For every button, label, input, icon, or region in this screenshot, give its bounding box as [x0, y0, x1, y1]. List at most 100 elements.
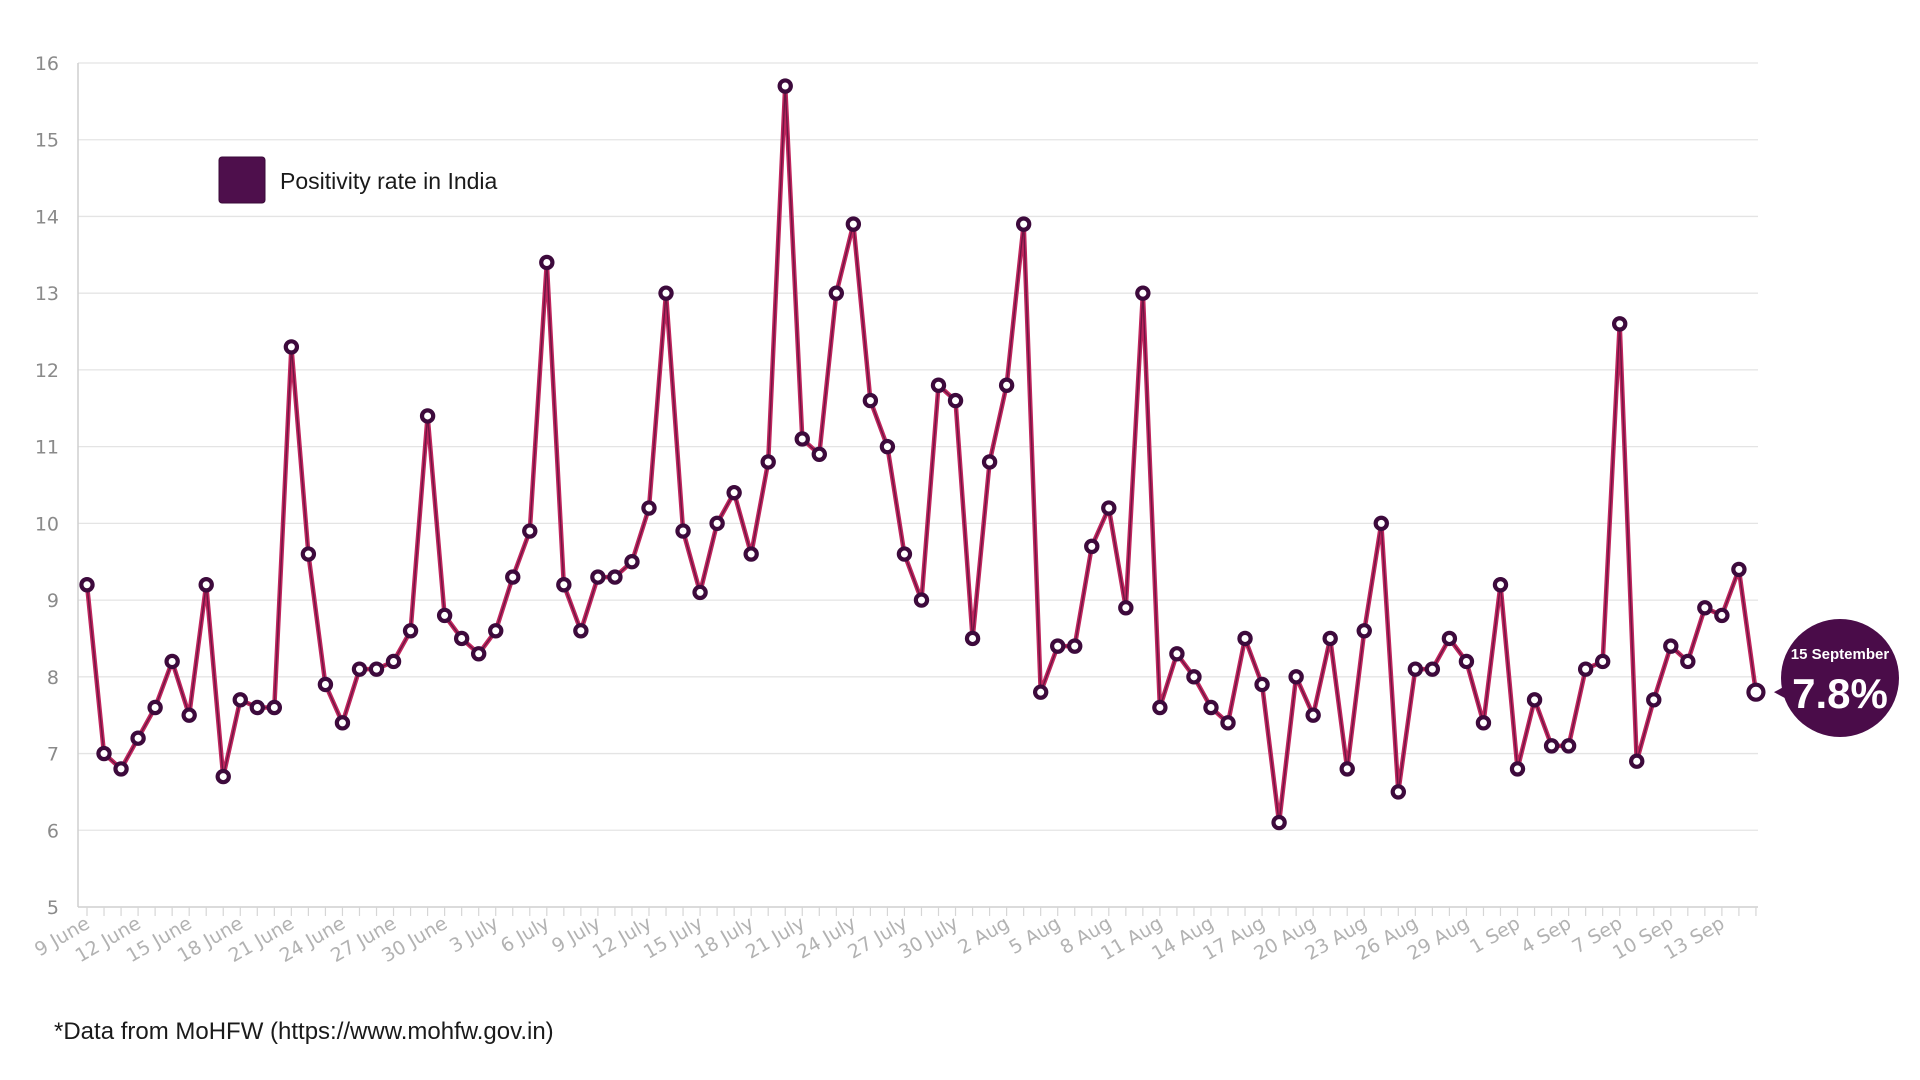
x-tick-label: 30 July: [895, 912, 962, 963]
data-point: [1646, 692, 1662, 708]
x-tick-label: 3 July: [446, 912, 502, 957]
data-point: [1373, 515, 1389, 532]
data-point: [1015, 216, 1032, 232]
data-point: [436, 607, 453, 624]
data-point: [1305, 707, 1321, 723]
data-point: [930, 377, 947, 393]
data-point: [1186, 669, 1202, 685]
data-point: [1237, 630, 1253, 647]
data-point: [947, 392, 964, 409]
data-point: [283, 339, 300, 355]
y-tick-label: 6: [47, 820, 59, 842]
x-tick-label: 5 Aug: [1005, 912, 1064, 959]
x-tick-label: 1 Sep: [1466, 912, 1524, 958]
data-point: [1288, 669, 1304, 685]
data-point: [658, 285, 674, 301]
data-point: [811, 446, 827, 463]
data-point: [1543, 738, 1560, 754]
data-point: [607, 569, 623, 585]
data-point: [1697, 600, 1713, 616]
y-tick-label: 16: [35, 53, 59, 75]
data-point: [1714, 607, 1730, 624]
data-point: [1118, 600, 1134, 616]
y-tick-label: 7: [47, 744, 59, 766]
y-tick-label: 14: [35, 206, 59, 228]
y-tick-label: 8: [47, 667, 59, 689]
data-point: [522, 523, 538, 539]
data-point: [760, 454, 776, 470]
data-point: [777, 78, 793, 94]
data-point: [1746, 682, 1766, 702]
data-point: [1629, 753, 1645, 769]
y-axis: 5 6 7 8 9 10 11 12 13 14 15 16: [35, 53, 79, 919]
x-tick-label: 2 Aug: [954, 912, 1013, 959]
data-point: [198, 577, 214, 593]
data-point: [828, 285, 845, 301]
data-point: [181, 707, 197, 723]
data-point: [402, 623, 419, 639]
data-point: [1339, 761, 1355, 777]
data-point: [1271, 814, 1287, 831]
data-point: [1441, 630, 1458, 647]
data-point: [470, 646, 487, 662]
y-tick-label: 12: [35, 360, 59, 382]
data-point: [113, 761, 129, 777]
data-point: [1050, 638, 1066, 654]
data-point: [556, 577, 572, 593]
data-point: [675, 523, 691, 539]
x-tick-label: 4 Sep: [1517, 912, 1575, 958]
data-point: [1526, 692, 1543, 708]
y-tick-label: 15: [35, 130, 59, 152]
data-point: [1611, 316, 1628, 332]
data-point: [385, 653, 402, 670]
legend: Positivity rate in India: [218, 156, 498, 204]
series-positivity-rate: [84, 83, 1759, 825]
data-point: [981, 454, 998, 470]
data-point: [1594, 653, 1611, 670]
x-tick-label: 6 July: [497, 912, 553, 957]
data-point: [130, 730, 146, 746]
data-point: [164, 653, 180, 670]
data-point: [488, 623, 504, 639]
data-point: [1509, 761, 1526, 777]
data-point: [317, 676, 334, 693]
data-point: [300, 546, 317, 562]
data-point: [964, 630, 981, 647]
data-point: [624, 554, 640, 570]
legend-label: Positivity rate in India: [280, 168, 498, 194]
data-point: [334, 715, 351, 731]
data-point: [794, 431, 810, 447]
data-point: [505, 569, 521, 585]
data-point: [862, 392, 879, 409]
legend-swatch: [218, 156, 266, 204]
data-point: [1203, 699, 1219, 716]
data-point: [845, 216, 862, 232]
data-point: [1152, 699, 1168, 716]
data-point: [1322, 630, 1338, 647]
data-point: [573, 623, 589, 639]
data-point: [1731, 561, 1747, 578]
data-point: [743, 546, 759, 562]
data-point: [147, 699, 163, 716]
data-point: [590, 569, 606, 585]
data-point: [726, 484, 742, 501]
data-point: [419, 408, 436, 424]
data-point: [913, 592, 930, 608]
data-point: [266, 699, 283, 716]
y-tick-label: 5: [47, 897, 59, 919]
source-note: *Data from MoHFW (https://www.mohfw.gov.…: [54, 1018, 554, 1045]
data-point: [215, 768, 231, 785]
y-tick-label: 10: [35, 513, 59, 535]
callout-date: 15 September: [1791, 646, 1890, 663]
data-point: [1254, 676, 1270, 693]
data-points: [79, 78, 1766, 831]
data-point: [1067, 638, 1083, 654]
data-point: [1032, 684, 1049, 700]
data-point: [1390, 784, 1407, 800]
data-point: [1663, 638, 1679, 654]
y-tick-label: 9: [47, 590, 59, 612]
data-point: [96, 745, 112, 762]
data-point: [232, 692, 248, 708]
data-point: [249, 699, 265, 716]
